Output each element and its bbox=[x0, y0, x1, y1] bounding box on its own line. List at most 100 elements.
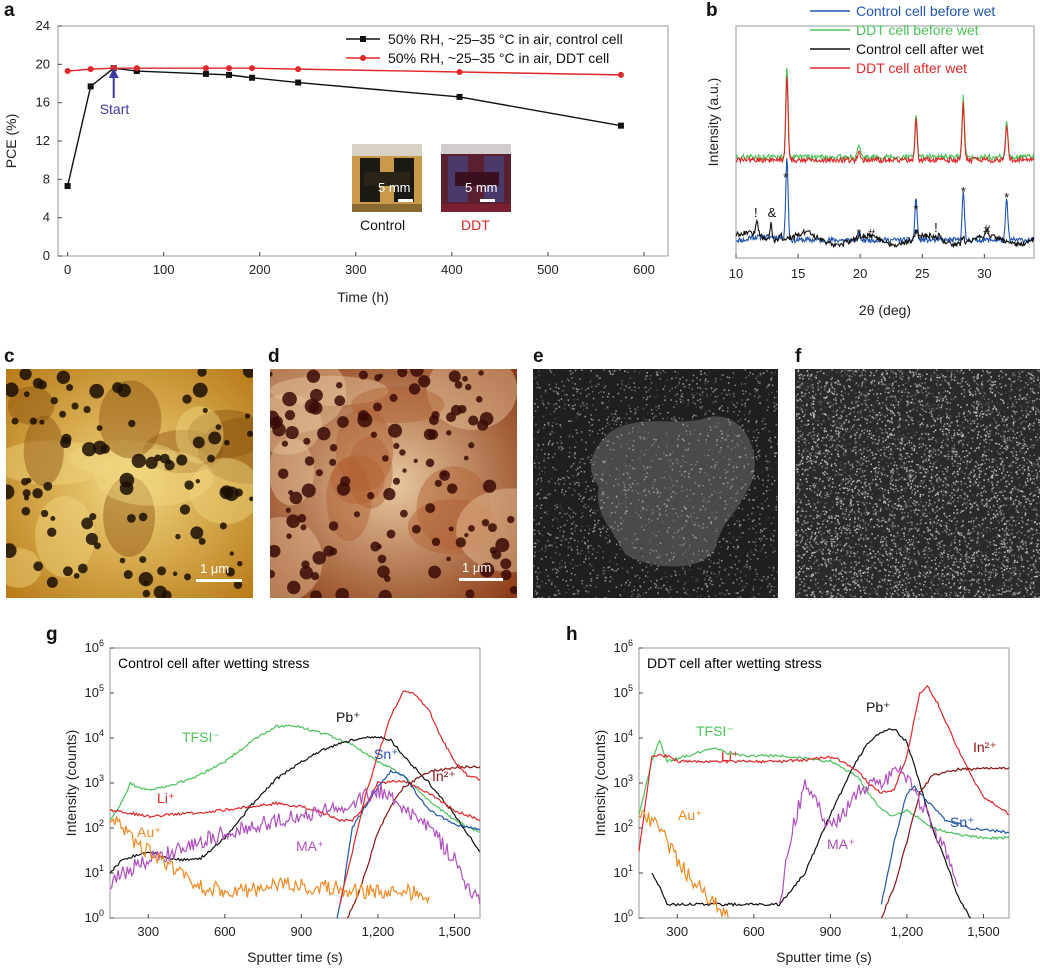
sem-grain bbox=[631, 431, 634, 433]
sem-grain bbox=[942, 391, 945, 394]
sem-grain bbox=[816, 510, 819, 513]
sem-grain bbox=[592, 527, 595, 530]
sem-grain bbox=[888, 515, 891, 518]
sem-grain bbox=[954, 594, 957, 597]
sem-grain bbox=[925, 561, 928, 563]
sem-grain bbox=[952, 482, 955, 484]
sem-grain bbox=[659, 372, 662, 374]
sem-grain bbox=[903, 436, 906, 438]
sem-grain bbox=[850, 428, 853, 430]
panel-g-series-label: TFSI⁻ bbox=[182, 729, 220, 745]
sem-grain bbox=[878, 439, 880, 441]
panel-g-series-0 bbox=[109, 724, 481, 833]
sem-grain bbox=[829, 435, 832, 437]
sem-grain bbox=[991, 411, 993, 413]
sem-grain bbox=[860, 412, 862, 414]
sem-grain bbox=[549, 369, 551, 371]
sem-grain bbox=[662, 388, 665, 390]
sem-grain bbox=[535, 593, 538, 595]
sem-grain bbox=[983, 591, 986, 594]
afm-pinhole bbox=[425, 458, 435, 468]
sem-grain bbox=[1002, 543, 1004, 545]
sem-grain bbox=[1025, 409, 1027, 412]
sem-grain bbox=[547, 457, 550, 459]
sem-grain bbox=[574, 539, 576, 542]
sem-grain bbox=[1032, 391, 1035, 393]
sem-grain bbox=[726, 471, 729, 473]
sem-grain bbox=[856, 575, 859, 577]
sem-grain bbox=[665, 505, 668, 508]
panel-h-xtick-label: 600 bbox=[743, 924, 765, 939]
sem-grain bbox=[1025, 542, 1027, 544]
sem-grain bbox=[995, 386, 998, 389]
sem-grain bbox=[872, 479, 874, 481]
sem-grain bbox=[732, 466, 735, 469]
sem-grain bbox=[828, 517, 831, 519]
sem-grain bbox=[574, 452, 576, 454]
sem-grain bbox=[721, 435, 723, 438]
sem-grain bbox=[642, 423, 644, 426]
sem-grain bbox=[701, 394, 704, 397]
sem-grain bbox=[887, 564, 889, 566]
sem-grain bbox=[689, 537, 692, 539]
sem-grain bbox=[741, 399, 743, 401]
sem-grain bbox=[644, 439, 647, 441]
sem-grain bbox=[825, 436, 828, 439]
sem-grain bbox=[747, 463, 749, 466]
sem-grain bbox=[811, 532, 813, 534]
sem-grain bbox=[650, 564, 652, 567]
sem-grain bbox=[986, 556, 989, 558]
sem-grain bbox=[542, 415, 545, 418]
sem-grain bbox=[806, 461, 808, 463]
sem-grain bbox=[946, 415, 949, 417]
sem-grain bbox=[820, 404, 822, 406]
sem-grain bbox=[954, 461, 956, 463]
sem-grain bbox=[754, 541, 756, 543]
sem-grain bbox=[755, 571, 757, 574]
sem-grain bbox=[666, 529, 669, 532]
sem-grain bbox=[762, 479, 764, 481]
sem-grain bbox=[862, 449, 865, 451]
sem-grain bbox=[573, 398, 575, 401]
sem-grain bbox=[933, 409, 935, 412]
sem-grain bbox=[746, 399, 748, 402]
sem-grain bbox=[873, 526, 875, 528]
sem-grain bbox=[662, 370, 664, 372]
sem-grain bbox=[933, 424, 935, 427]
sem-grain bbox=[578, 482, 580, 484]
panel-h-ytick-label: 102 bbox=[614, 818, 633, 835]
sem-grain bbox=[689, 476, 692, 479]
afm-pinhole bbox=[465, 383, 472, 391]
panel-h-series-2 bbox=[638, 685, 1010, 852]
sem-grain bbox=[537, 387, 539, 389]
sem-grain bbox=[1001, 451, 1004, 454]
sem-grain bbox=[670, 518, 672, 521]
sem-grain bbox=[642, 499, 644, 502]
sem-grain bbox=[621, 567, 624, 570]
sem-grain bbox=[1001, 430, 1004, 432]
sem-grain bbox=[885, 569, 887, 571]
sem-grain bbox=[676, 384, 679, 387]
sem-grain bbox=[941, 373, 943, 375]
sem-grain bbox=[773, 401, 776, 404]
sem-grain bbox=[679, 470, 681, 473]
sem-grain bbox=[868, 512, 870, 514]
sem-grain bbox=[665, 445, 668, 448]
sem-grain bbox=[1012, 428, 1015, 431]
afm-pinhole bbox=[100, 444, 110, 454]
sem-grain bbox=[551, 543, 553, 546]
sem-grain bbox=[570, 407, 572, 409]
sem-grain bbox=[607, 396, 609, 398]
sem-grain bbox=[813, 551, 815, 554]
sem-grain bbox=[919, 375, 921, 378]
sem-grain bbox=[930, 589, 933, 591]
sem-grain bbox=[607, 392, 610, 395]
sem-grain bbox=[542, 402, 544, 404]
sem-grain bbox=[888, 392, 890, 394]
sem-grain bbox=[623, 486, 626, 489]
sem-grain bbox=[621, 383, 624, 386]
sem-grain bbox=[539, 497, 541, 500]
sem-grain bbox=[679, 378, 681, 380]
sem-grain bbox=[755, 377, 757, 380]
sem-grain bbox=[831, 391, 833, 393]
